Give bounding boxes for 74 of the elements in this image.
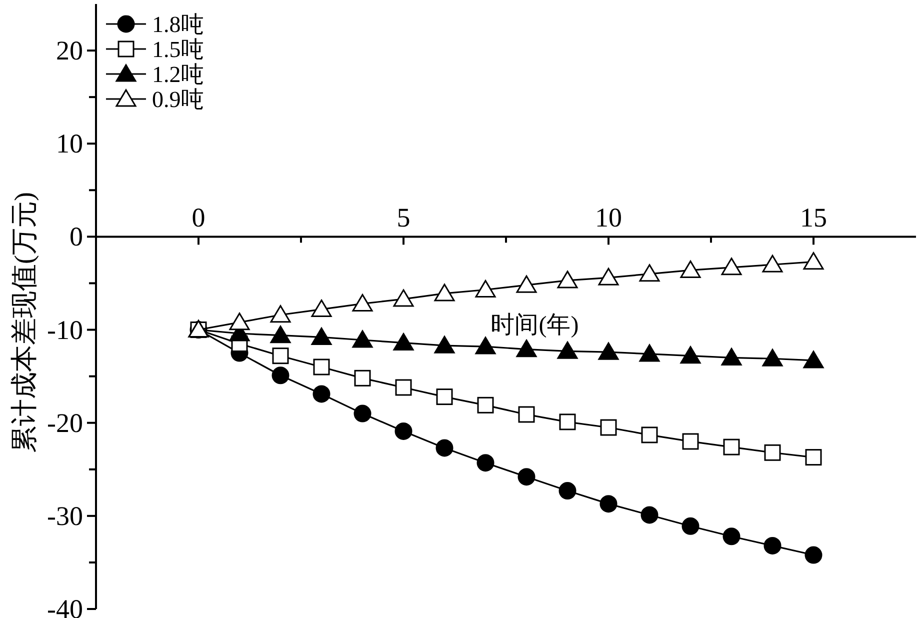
y-tick-label: -40	[47, 594, 83, 618]
point	[762, 254, 783, 272]
point	[272, 366, 290, 384]
x-tick-label: 0	[192, 202, 206, 233]
point	[721, 258, 742, 276]
y-tick-label: -10	[47, 314, 83, 345]
point	[518, 468, 536, 486]
point	[311, 300, 332, 318]
point	[354, 404, 372, 422]
point	[516, 275, 537, 293]
point	[395, 379, 412, 396]
point	[313, 358, 330, 376]
point	[680, 260, 701, 278]
point	[600, 419, 617, 436]
point	[598, 342, 619, 360]
point	[558, 482, 576, 500]
point	[764, 444, 781, 461]
x-tick-label: 5	[396, 202, 410, 233]
point	[272, 348, 289, 364]
x-tick-label: 10	[595, 202, 622, 233]
point	[557, 270, 578, 288]
point	[516, 340, 537, 358]
point	[518, 406, 535, 423]
y-tick-label: 0	[70, 222, 83, 252]
legend-label: 1.5吨	[152, 37, 204, 62]
y-tick-label: 20	[56, 36, 83, 66]
legend-label: 0.9吨	[152, 87, 204, 112]
point	[394, 422, 412, 440]
y-tick-label: 10	[56, 128, 83, 159]
point	[805, 449, 822, 466]
point	[640, 506, 658, 524]
point	[434, 336, 455, 354]
point	[682, 433, 699, 450]
point	[434, 284, 455, 302]
point	[312, 385, 330, 403]
point	[475, 280, 496, 298]
point	[559, 414, 576, 430]
point	[476, 454, 494, 472]
point	[393, 333, 414, 351]
x-axis-title: 时间(年)	[490, 312, 579, 339]
point	[722, 528, 740, 546]
point	[600, 495, 618, 513]
point	[270, 326, 291, 344]
point	[475, 336, 496, 354]
point	[436, 439, 454, 457]
point	[354, 370, 371, 386]
point	[352, 294, 373, 312]
point	[477, 396, 494, 414]
legend-label: 1.8吨	[152, 12, 204, 37]
x-tick-label: 15	[800, 202, 827, 233]
point	[803, 350, 824, 368]
point	[680, 346, 701, 364]
point	[557, 341, 578, 359]
point	[352, 330, 373, 348]
point	[229, 312, 250, 330]
point	[682, 517, 700, 535]
y-axis-title: 累计成本差现值(万元)	[9, 192, 39, 453]
legend-label: 1.2吨	[152, 62, 204, 87]
point	[639, 264, 660, 282]
point	[639, 344, 660, 362]
point	[641, 426, 658, 444]
point	[311, 327, 332, 345]
point	[804, 546, 822, 564]
point	[721, 348, 742, 366]
y-tick-label: -20	[47, 408, 83, 438]
point	[723, 438, 740, 456]
point	[764, 536, 782, 554]
point	[393, 289, 414, 307]
point	[598, 268, 619, 286]
point	[270, 305, 291, 323]
point	[762, 348, 783, 366]
point	[803, 252, 824, 270]
y-tick-label: -30	[47, 500, 83, 531]
point	[436, 388, 453, 406]
